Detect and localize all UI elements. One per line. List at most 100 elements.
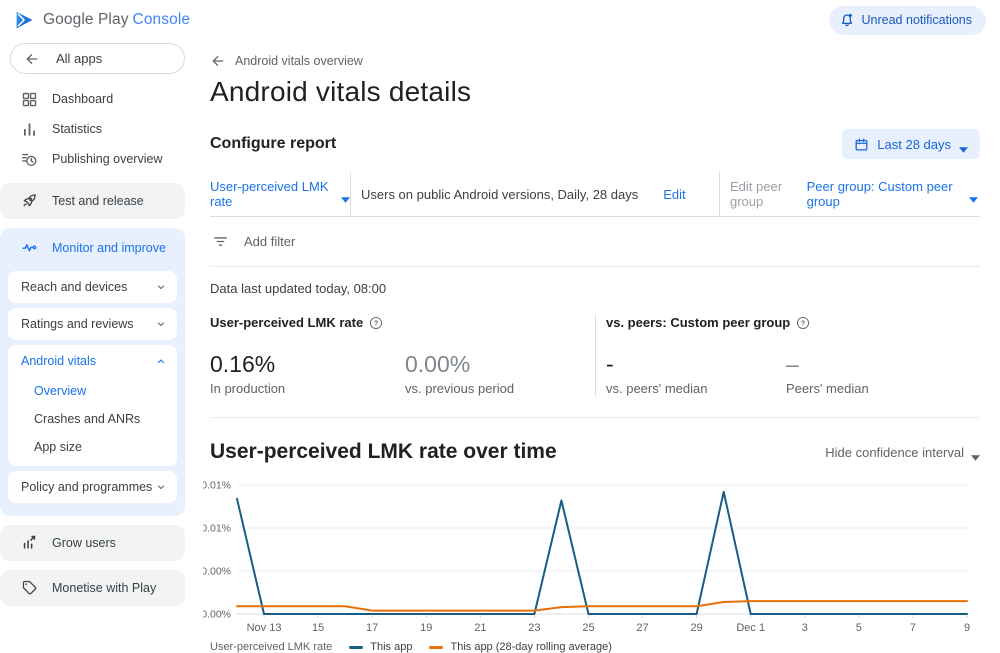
- line-chart-canvas[interactable]: 0.00% 0.00% 0.01% 0.01% Nov 13 15 17 19 21 23 25 27…: [203, 474, 978, 636]
- edit-peer-group-button: Edit peer group: [730, 179, 783, 209]
- edit-dimensions-button[interactable]: Edit: [663, 186, 686, 202]
- svg-text:?: ?: [801, 320, 805, 327]
- back-arrow-icon: [24, 51, 40, 67]
- chevron-down-icon: [155, 281, 167, 293]
- vs-peers-value: -: [606, 351, 614, 377]
- unread-notifications-button[interactable]: Unread notifications: [828, 5, 986, 35]
- series-line-this-app-28-day-rolling-average-: [236, 600, 968, 612]
- peer-group-segment: Edit peer group Peer group: Custom peer …: [720, 172, 980, 216]
- legend-label: This app (28-day rolling average): [450, 641, 612, 653]
- x-axis-label: 17: [366, 622, 378, 634]
- sidebar-item-label: Android vitals: [21, 354, 97, 368]
- x-axis-label: 25: [582, 622, 594, 634]
- logo-text: Google Play Console: [43, 11, 191, 28]
- y-axis-label: 0.01%: [203, 480, 231, 492]
- x-axis-label: 15: [312, 622, 324, 634]
- x-axis-label: 9: [964, 622, 970, 634]
- help-icon[interactable]: ?: [796, 316, 810, 330]
- add-filter-button[interactable]: Add filter: [210, 217, 980, 267]
- sidebar-item-dashboard[interactable]: Dashboard: [0, 84, 185, 114]
- sidebar-item-monetise-with-play[interactable]: Monetise with Play: [0, 570, 185, 606]
- notification-bell-icon: [839, 12, 855, 28]
- calendar-icon: [854, 137, 869, 152]
- x-axis-label: 3: [802, 622, 808, 634]
- chevron-up-icon: [155, 355, 167, 367]
- sidebar-item-statistics[interactable]: Statistics: [0, 114, 185, 144]
- breadcrumb-label[interactable]: Android vitals overview: [235, 54, 363, 68]
- sidebar-item-test-and-release[interactable]: Test and release: [0, 183, 185, 219]
- sidebar-item-grow-users[interactable]: Grow users: [0, 525, 185, 561]
- this-app-stats: User-perceived LMK rate ? 0.16% In produ…: [210, 315, 595, 396]
- rocket-icon: [21, 192, 39, 210]
- help-icon[interactable]: ?: [369, 316, 383, 330]
- sidebar: All apps Dashboard Statistics Publishing…: [0, 40, 185, 642]
- report-filter-bar: User-perceived LMK rate Users on public …: [210, 172, 980, 217]
- page-title: Android vitals details: [210, 76, 472, 107]
- date-range-label: Last 28 days: [877, 136, 951, 152]
- x-axis-label: Nov 13: [247, 622, 282, 634]
- filter-icon: [212, 233, 229, 250]
- peer-header: vs. peers: Custom peer group: [606, 315, 791, 330]
- peer-group-dropdown[interactable]: Peer group: Custom peer group: [807, 179, 978, 209]
- vs-previous-value: 0.00%: [405, 351, 471, 377]
- all-apps-label: All apps: [56, 51, 103, 66]
- sidebar-section-monitor-and-improve: Monitor and improve Reach and devices Ra…: [0, 228, 185, 516]
- dimension-segment: Users on public Android versions, Daily,…: [351, 172, 720, 216]
- all-apps-button[interactable]: All apps: [10, 43, 185, 74]
- confidence-interval-dropdown[interactable]: Hide confidence interval: [825, 444, 980, 461]
- sidebar-item-label: Reach and devices: [21, 280, 128, 294]
- peer-stats: vs. peers: Custom peer group ? - vs. pee…: [595, 315, 980, 396]
- chevron-down-icon: [155, 318, 167, 330]
- metric-selector-label: User-perceived LMK rate: [210, 179, 329, 209]
- sidebar-item-label: Monetise with Play: [52, 581, 157, 595]
- sidebar-item-policy-and-programmes[interactable]: Policy and programmes: [8, 471, 177, 503]
- unread-notifications-label: Unread notifications: [861, 13, 972, 27]
- sidebar-item-app-size[interactable]: App size: [34, 440, 82, 454]
- configure-report-heading: Configure report: [210, 135, 337, 152]
- sidebar-item-label: Ratings and reviews: [21, 317, 134, 331]
- metric-selector-dropdown[interactable]: User-perceived LMK rate: [210, 179, 350, 209]
- x-axis-label: 21: [474, 622, 486, 634]
- x-axis-label: 29: [691, 622, 703, 634]
- date-range-button[interactable]: Last 28 days: [842, 129, 980, 159]
- pulse-icon: [21, 239, 39, 257]
- add-filter-label: Add filter: [244, 234, 296, 249]
- dimension-summary: Users on public Android versions, Daily,…: [361, 186, 639, 202]
- grow-chart-icon: [21, 534, 39, 552]
- sidebar-item-label: Test and release: [52, 194, 144, 208]
- caret-down-icon: [971, 449, 980, 461]
- sidebar-item-reach-and-devices[interactable]: Reach and devices: [8, 271, 177, 303]
- peers-median-value: –: [786, 351, 799, 377]
- lmk-rate-chart[interactable]: 0.00% 0.00% 0.01% 0.01% Nov 13 15 17 19 21 23 25 27…: [203, 474, 980, 636]
- sidebar-item-ratings-and-reviews[interactable]: Ratings and reviews: [8, 308, 177, 340]
- x-axis-label: 23: [528, 622, 540, 634]
- y-axis-label: 0.01%: [203, 523, 231, 535]
- svg-text:?: ?: [374, 320, 378, 327]
- breadcrumb: Android vitals overview: [210, 53, 980, 69]
- sidebar-item-label: Statistics: [52, 122, 103, 136]
- sidebar-item-label: Dashboard: [52, 92, 114, 106]
- sidebar-item-overview[interactable]: Overview: [34, 384, 87, 398]
- main-content: Android vitals overview Android vitals d…: [185, 40, 1000, 653]
- sidebar-item-publishing-overview[interactable]: Publishing overview: [0, 144, 185, 174]
- rolling-average-line-swatch: [429, 645, 444, 649]
- sidebar-item-label: Grow users: [52, 536, 116, 550]
- sidebar-item-crashes-and-anrs[interactable]: Crashes and ANRs: [34, 412, 141, 426]
- x-axis-label: 5: [856, 622, 862, 634]
- caret-down-icon: [959, 141, 968, 153]
- legend-entry-rolling-average: This app (28-day rolling average): [429, 641, 612, 653]
- tag-icon: [21, 579, 39, 597]
- bar-chart-icon: [21, 120, 39, 138]
- back-arrow-icon[interactable]: [210, 53, 226, 69]
- google-play-console-logo[interactable]: Google Play Console: [14, 9, 190, 31]
- sidebar-item-monitor-and-improve[interactable]: Monitor and improve: [0, 230, 185, 266]
- metric-header: User-perceived LMK rate: [210, 315, 364, 330]
- production-value: 0.16%: [210, 351, 276, 377]
- peer-group-label: Peer group: Custom peer group: [806, 179, 953, 209]
- legend-entry-this-app: This app: [349, 641, 412, 653]
- legend-label: This app: [370, 641, 413, 653]
- y-axis-label: 0.00%: [203, 566, 231, 578]
- this-app-line-swatch: [349, 645, 364, 649]
- sidebar-item-android-vitals[interactable]: Android vitals: [21, 354, 167, 368]
- confidence-interval-label: Hide confidence interval: [825, 444, 964, 460]
